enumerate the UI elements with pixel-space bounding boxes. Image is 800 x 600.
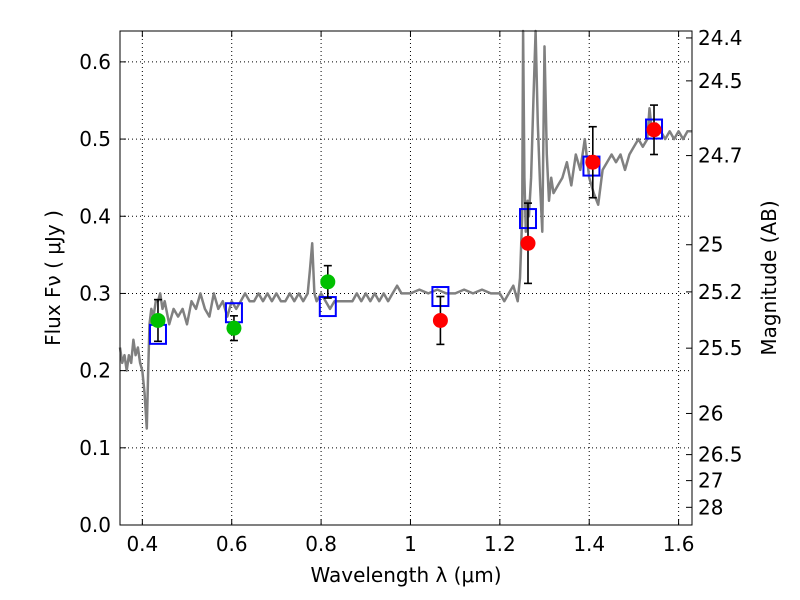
y2-tick-label: 26.5 bbox=[698, 443, 743, 467]
y-tick-label: 0.3 bbox=[79, 281, 111, 305]
y2-tick-label: 25.5 bbox=[698, 336, 743, 360]
y2-tick-label: 25.2 bbox=[698, 280, 743, 304]
y-tick-label: 0.2 bbox=[79, 359, 111, 383]
plot-frame bbox=[119, 30, 693, 526]
data-point bbox=[520, 235, 536, 251]
x-tick-label: 1.6 bbox=[663, 532, 695, 556]
x-axis-title: Wavelength λ (μm) bbox=[310, 563, 501, 587]
y2-axis-title: Magnitude (AB) bbox=[757, 200, 781, 355]
y-tick-label: 0.5 bbox=[79, 127, 111, 151]
x-tick-label: 0.6 bbox=[216, 532, 248, 556]
data-point bbox=[646, 122, 662, 138]
data-point bbox=[432, 312, 448, 328]
x-tick-label: 0.8 bbox=[305, 532, 337, 556]
y2-tick-label: 25 bbox=[698, 233, 723, 257]
data-point bbox=[585, 154, 601, 170]
model-spectrum bbox=[118, 29, 692, 430]
y2-tick-label: 24.7 bbox=[698, 144, 743, 168]
y-axis-title: Flux Fν ( μJy ) bbox=[41, 210, 65, 346]
spectrum-line bbox=[118, 29, 692, 430]
y2-tick-label: 26 bbox=[698, 401, 723, 425]
y-tick-label: 0.4 bbox=[79, 204, 111, 228]
data-point bbox=[320, 274, 336, 290]
grid bbox=[120, 31, 692, 525]
x-tick-label: 1.2 bbox=[484, 532, 516, 556]
x-tick-label: 1 bbox=[404, 532, 417, 556]
data-point bbox=[226, 320, 242, 336]
y2-tick-label: 24.5 bbox=[698, 69, 743, 93]
y2-tick-label: 27 bbox=[698, 469, 723, 493]
x-tick-label: 0.4 bbox=[126, 532, 158, 556]
x-tick-label: 1.4 bbox=[573, 532, 605, 556]
y2-tick-label: 24.4 bbox=[698, 26, 743, 50]
data-points bbox=[148, 104, 664, 346]
axis-ticks: 0.4 0.6 0.8 1 1.2 1.4 1.6 0.0 0.1 0.2 0.3 0.4 0.5 0.6… bbox=[79, 26, 742, 556]
y-tick-label: 0.6 bbox=[79, 50, 111, 74]
y-tick-label: 0.1 bbox=[79, 436, 111, 460]
y-tick-label: 0.0 bbox=[79, 513, 111, 537]
data-point bbox=[150, 312, 166, 328]
y2-tick-label: 28 bbox=[698, 495, 723, 519]
